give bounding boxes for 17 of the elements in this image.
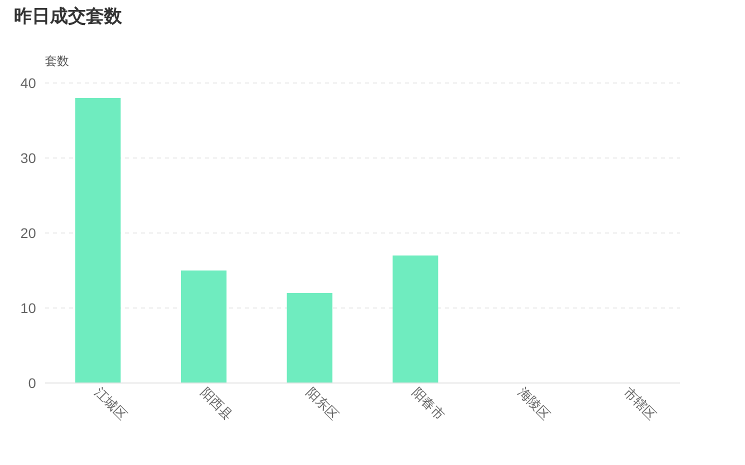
bar [392,256,438,383]
x-tick-label: 市辖区 [620,384,660,423]
bar [286,293,332,383]
chart-title: 昨日成交套数 [14,6,123,26]
y-axis-title: 套数 [45,54,69,68]
y-tick-label: 30 [20,150,36,166]
y-tick-label: 40 [20,75,36,91]
x-tick-label: 阳春市 [409,384,448,423]
y-tick-label: 10 [20,300,36,316]
y-tick-label: 0 [28,375,36,391]
x-tick-label: 江城区 [92,384,130,423]
x-tick-label: 阳东区 [303,384,342,423]
x-tick-label: 阳西县 [198,384,236,423]
bar [75,98,121,383]
y-tick-label: 20 [20,225,36,241]
bar [180,270,227,383]
x-tick-label: 海陵区 [515,384,554,423]
